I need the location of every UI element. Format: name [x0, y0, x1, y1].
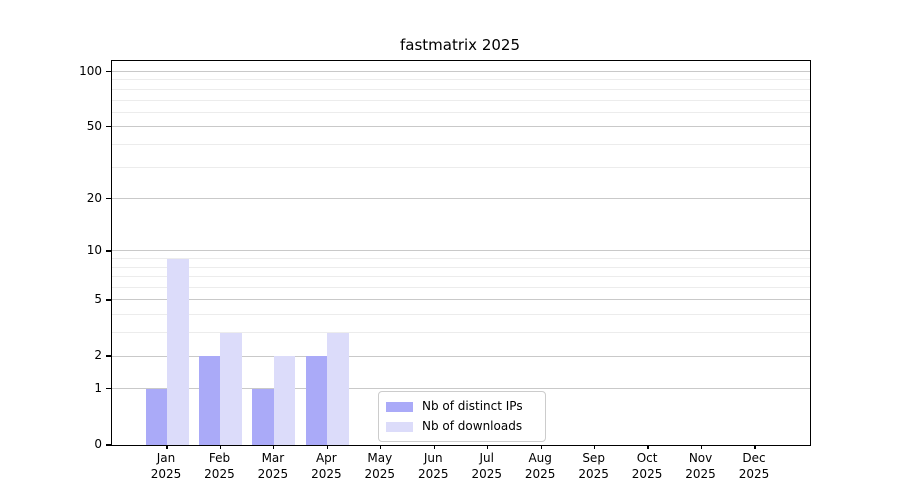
bar-downloads: [167, 258, 189, 445]
x-axis-tick-label: Dec 2025: [738, 451, 770, 481]
x-tick-mark: [380, 445, 382, 449]
x-tick-mark: [166, 445, 168, 449]
grid-line-minor: [112, 287, 810, 289]
y-tick-mark: [105, 355, 111, 357]
y-axis-tick-label: 5: [94, 291, 102, 306]
grid-line-major: [112, 250, 810, 252]
grid-line-minor: [112, 332, 810, 334]
x-tick-mark: [700, 445, 703, 449]
x-tick-mark: [594, 445, 596, 449]
grid-line-major: [112, 126, 810, 128]
x-axis-tick-label: Oct 2025: [631, 451, 663, 481]
y-tick-mark: [105, 250, 111, 252]
x-axis-tick-label: May 2025: [364, 451, 396, 481]
bar-downloads: [273, 356, 296, 445]
x-axis-tick-label: Jul 2025: [471, 451, 502, 481]
grid-line-minor: [112, 79, 810, 81]
y-tick-mark: [105, 388, 111, 390]
x-axis-tick-label: Aug 2025: [524, 451, 556, 481]
x-tick-mark: [487, 445, 489, 449]
x-tick-mark: [273, 445, 275, 449]
grid-line-major: [112, 71, 810, 72]
grid-line-minor: [112, 166, 810, 168]
legend-label-distinct-ips: Nb of distinct IPs: [422, 399, 523, 413]
y-tick-mark: [105, 70, 111, 73]
bar-distinct-ips: [198, 356, 221, 445]
plot-area: Nb of distinct IPs Nb of downloads: [105, 60, 811, 449]
x-axis-tick-label: Jan 2025: [150, 451, 182, 481]
x-tick-mark: [433, 445, 435, 449]
grid-line-major: [112, 198, 810, 200]
y-axis-tick-label: 2: [94, 348, 102, 363]
x-axis-tick-label: Apr 2025: [311, 451, 342, 481]
y-axis-tick-label: 10: [86, 242, 102, 257]
y-axis-tick-label: 20: [86, 190, 102, 205]
x-tick-mark: [326, 445, 328, 449]
x-axis-tick-label: Mar 2025: [257, 451, 289, 481]
y-axis-tick-label: 50: [86, 118, 102, 133]
legend: Nb of distinct IPs Nb of downloads: [378, 391, 546, 442]
legend-item-distinct-ips: Nb of distinct IPs: [386, 399, 536, 414]
grid-line-minor: [112, 99, 810, 101]
bar-downloads: [220, 332, 242, 445]
y-axis-tick-label: 0: [94, 437, 102, 451]
x-tick-mark: [540, 445, 542, 449]
chart-title: fastmatrix 2025: [399, 36, 520, 54]
grid-line-minor: [112, 276, 810, 278]
y-tick-mark: [105, 126, 111, 128]
x-tick-mark: [219, 445, 222, 449]
bar-distinct-ips: [252, 388, 274, 445]
x-axis-tick-label: Sep 2025: [578, 451, 609, 481]
x-axis-tick-label: Jun 2025: [417, 451, 449, 481]
bar-distinct-ips: [145, 388, 167, 445]
x-tick-mark: [754, 445, 756, 449]
grid-line-minor: [112, 314, 810, 316]
grid-line-minor: [112, 266, 810, 268]
grid-line-minor: [112, 111, 810, 113]
x-axis-tick-label: Feb 2025: [204, 451, 235, 481]
legend-label-downloads: Nb of downloads: [422, 419, 523, 433]
y-axis-tick-label: 1: [94, 380, 102, 395]
y-tick-mark: [105, 198, 111, 200]
grid-line-minor: [112, 258, 810, 260]
y-axis-tick-label: 100: [79, 63, 102, 78]
grid-line-major: [112, 299, 810, 301]
legend-item-downloads: Nb of downloads: [386, 419, 536, 434]
x-axis-tick-label: Nov 2025: [685, 451, 716, 481]
bar-distinct-ips: [305, 356, 328, 445]
grid-line-minor: [112, 88, 810, 90]
grid-line-minor: [112, 143, 810, 145]
y-tick-mark: [105, 444, 111, 446]
legend-swatch-downloads: [386, 421, 413, 432]
bar-downloads: [327, 332, 349, 445]
x-tick-mark: [647, 445, 649, 449]
y-tick-mark: [105, 299, 111, 301]
legend-swatch-distinct-ips: [386, 401, 413, 412]
